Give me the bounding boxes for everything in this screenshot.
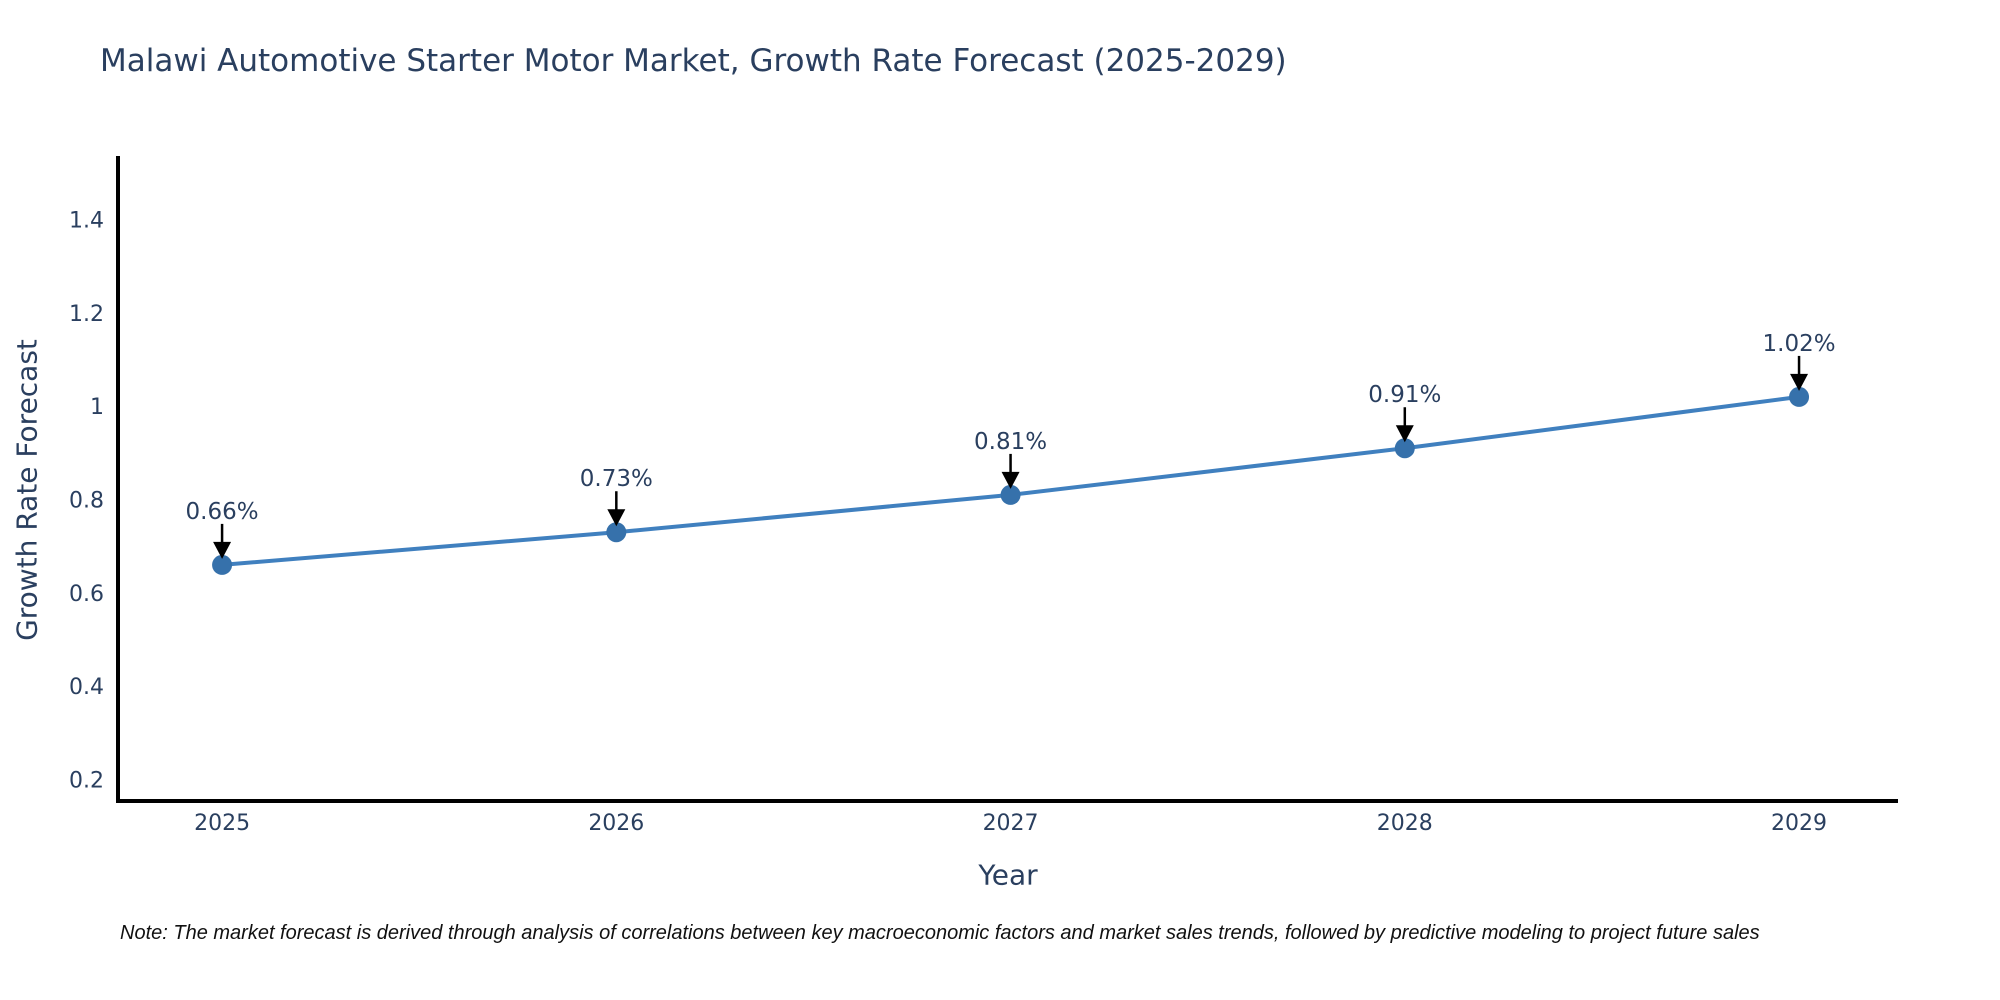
x-tick-label: 2029 [1771,811,1827,836]
point-label: 0.91% [1368,382,1441,408]
x-tick-label: 2027 [983,811,1039,836]
x-tick-label: 2026 [588,811,644,836]
data-point-2025 [212,554,233,575]
point-label: 0.66% [186,499,259,525]
annotation-arrowhead [1790,373,1809,391]
y-tick-label: 0.8 [69,489,104,514]
annotation-arrowhead [607,509,626,527]
data-point-2028 [1394,438,1415,459]
y-tick-label: 0.2 [69,769,104,794]
chart-title: Malawi Automotive Starter Motor Market, … [100,43,1287,79]
annotation-arrowhead [1395,425,1414,443]
annotation-arrowhead [1001,471,1020,489]
x-axis-title: Year [978,858,1038,892]
data-point-2029 [1789,386,1810,407]
y-tick-label: 1.2 [69,302,104,327]
y-tick-label: 0.6 [69,582,104,607]
x-tick-label: 2028 [1377,811,1433,836]
point-label: 1.02% [1763,331,1836,357]
point-label: 0.81% [974,429,1047,455]
annotation-arrowhead [213,541,232,559]
y-tick-label: 1.4 [69,209,104,234]
data-point-2026 [606,522,627,543]
point-label: 0.73% [580,466,653,492]
y-tick-label: 0.4 [69,675,104,700]
x-tick-label: 2025 [194,811,250,836]
footnote: Note: The market forecast is derived thr… [120,922,1760,944]
y-tick-label: 1 [90,395,104,420]
data-point-2027 [1000,484,1021,505]
